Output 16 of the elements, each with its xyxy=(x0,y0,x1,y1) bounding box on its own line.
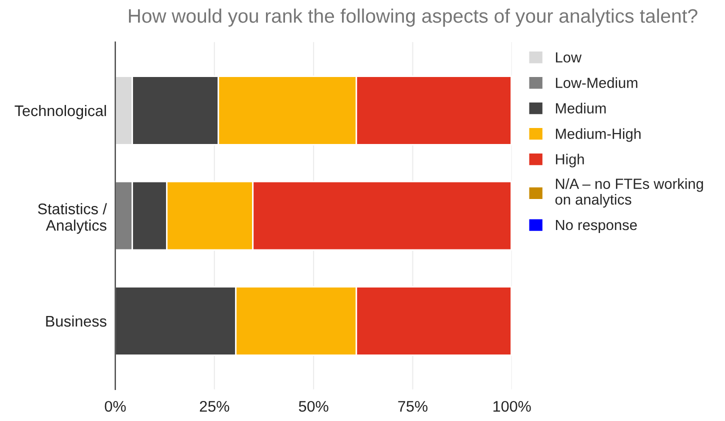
legend-label: No response xyxy=(556,220,637,234)
legend-label: Low xyxy=(556,52,582,63)
x-tick-label: 75% xyxy=(398,401,428,412)
x-tick-label: 25% xyxy=(200,400,230,412)
legend-label: N/A – no FTEs working on analytics xyxy=(555,178,703,208)
x-tick-label: 50% xyxy=(298,400,328,412)
y-tick-label: Business xyxy=(46,315,106,327)
y-tick-label: Statistics / Analytics xyxy=(38,203,107,234)
legend-label: Medium xyxy=(556,102,606,114)
legend-label: High xyxy=(556,154,584,168)
x-tick-label: 0% xyxy=(104,400,126,412)
y-tick-label: Technological xyxy=(14,104,106,120)
x-tick-label: 100% xyxy=(493,400,531,412)
chart-title: How would you rank the following aspects of your analytics talent? xyxy=(128,8,698,27)
legend-label: Low-Medium xyxy=(556,77,638,88)
legend-label: Medium-High xyxy=(556,128,641,142)
